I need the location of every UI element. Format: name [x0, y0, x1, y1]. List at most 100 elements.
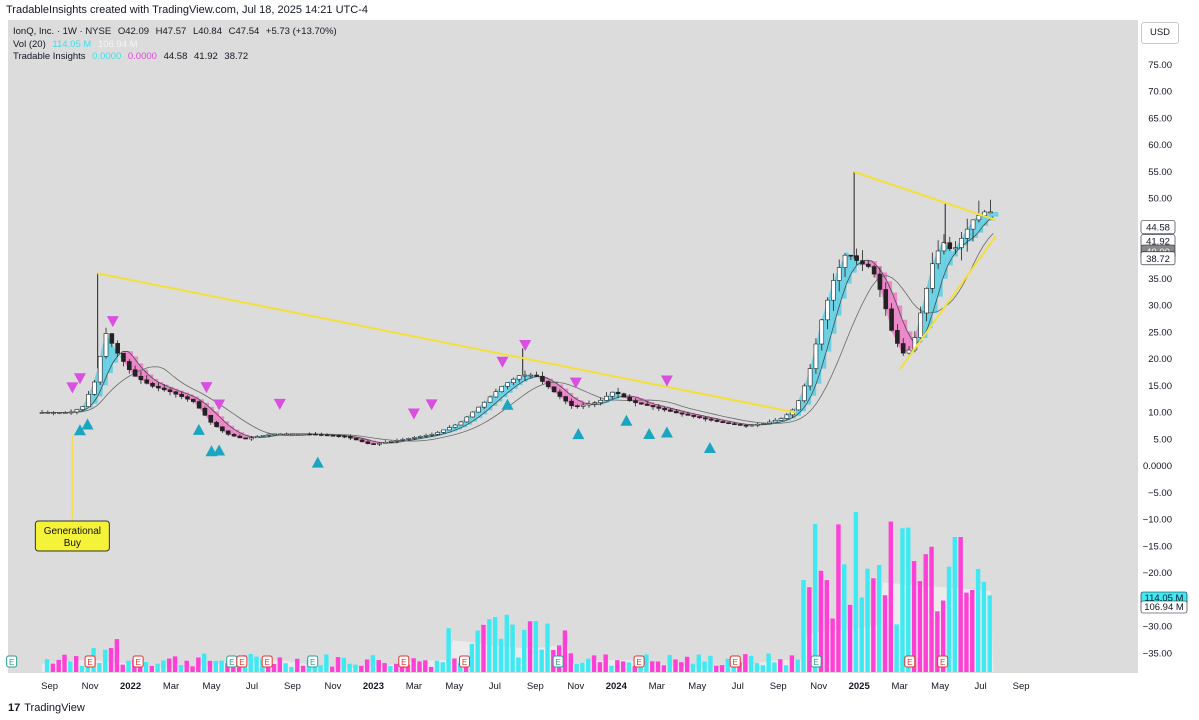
candle-body — [412, 437, 417, 439]
y-tick-label: 30.00 — [1148, 301, 1172, 312]
volume-bar — [364, 659, 370, 672]
buy-signal-marker — [703, 441, 716, 453]
y-tick-label: −35.00 — [1143, 648, 1172, 659]
currency-button[interactable]: USD — [1141, 22, 1179, 44]
candle-body — [272, 433, 278, 436]
volume-bar — [818, 570, 824, 672]
x-tick-label: Sep — [41, 681, 58, 692]
volume-bar — [283, 663, 288, 672]
candle-body — [377, 442, 382, 445]
candle-body — [854, 255, 859, 261]
volume-bar — [97, 663, 102, 672]
volume-bar — [882, 595, 888, 672]
candle-body — [319, 434, 324, 436]
candle-body — [284, 433, 289, 436]
volume-bar — [533, 621, 539, 672]
candle-body — [441, 429, 446, 433]
volume-bar — [876, 564, 882, 672]
candle-body — [220, 426, 225, 432]
volume-bar — [830, 618, 835, 672]
y-tick-label: 25.00 — [1148, 327, 1172, 338]
volume-bar — [719, 665, 725, 672]
volume-bar — [795, 659, 800, 672]
legend-symbol-row[interactable]: IonQ, Inc. · 1W · NYSE O42.09 H47.57 L40… — [13, 26, 341, 39]
candle-body — [313, 433, 318, 436]
earnings-flag — [132, 655, 144, 668]
earnings-flag — [729, 655, 741, 668]
earnings-flag-letter: E — [264, 658, 269, 667]
volume-bar — [388, 666, 393, 672]
candle-body — [464, 416, 470, 423]
volume-bar — [859, 597, 864, 672]
volume-bar — [981, 581, 987, 672]
volume-bar — [888, 521, 894, 672]
earnings-flag-letter: E — [462, 658, 467, 667]
volume-bar — [428, 666, 434, 672]
footer-brand[interactable]: 17 TradingView — [0, 697, 1199, 720]
volume-bar — [522, 629, 527, 672]
candle-body — [924, 288, 929, 314]
volume-bar — [708, 655, 713, 672]
volume-bar — [772, 662, 777, 672]
volume-bar — [807, 587, 812, 672]
volume-bar — [696, 654, 701, 672]
volume-bar — [661, 665, 667, 672]
candle-body — [895, 330, 900, 344]
volume-bar — [940, 600, 946, 672]
candle-body — [417, 436, 423, 438]
legend-indicator-v5: 38.72 — [224, 51, 249, 62]
volume-bar — [324, 654, 329, 672]
candle-body — [976, 214, 982, 221]
earnings-flag — [937, 655, 949, 668]
volume-bar — [748, 655, 754, 672]
candle-body — [185, 396, 190, 400]
candle-body — [807, 368, 813, 387]
y-tick-label: 5.00 — [1154, 434, 1173, 445]
volume-bar — [626, 662, 632, 672]
candle-body — [388, 441, 394, 443]
candle-body — [353, 437, 359, 441]
candle-body — [62, 412, 68, 414]
legend-volume-row[interactable]: Vol (20) 114.05 M 106.94 M — [13, 39, 341, 52]
x-tick-label: Jul — [246, 681, 258, 692]
candle-body — [889, 308, 894, 331]
y-tick-label: 15.00 — [1148, 381, 1172, 392]
y-tick-label: 20.00 — [1148, 354, 1172, 365]
candle-body — [691, 415, 697, 417]
legend-indicator-v4: 41.92 — [194, 51, 218, 62]
volume-bar — [137, 664, 143, 672]
volume-bar — [684, 656, 690, 672]
earnings-flag-letter: E — [135, 658, 140, 667]
x-tick-label: Sep — [770, 681, 787, 692]
volume-bar — [225, 663, 230, 672]
volume-bar — [370, 655, 376, 672]
sell-signal-marker — [200, 382, 213, 394]
candle-body — [150, 383, 155, 387]
volume-bar — [690, 663, 696, 672]
volume-bar — [126, 660, 131, 672]
buy-signal-marker — [192, 423, 205, 435]
x-tick-label: Sep — [527, 681, 544, 692]
volume-bar — [149, 665, 155, 672]
volume-bar — [946, 566, 952, 672]
candle-body — [959, 238, 964, 248]
volume-bar — [207, 660, 213, 672]
volume-bar — [178, 665, 184, 672]
volume-bar — [219, 660, 224, 672]
candle-body — [144, 379, 150, 384]
trendline — [97, 272, 797, 414]
volume-bar — [591, 655, 597, 672]
price-badge-label: 38.72 — [1146, 254, 1170, 265]
legend-indicator-label: Tradable Insights — [13, 51, 86, 62]
volume-badge-label: 114.05 M — [1145, 593, 1184, 604]
candle-body — [499, 386, 505, 393]
volume-bar — [155, 663, 160, 672]
legend-indicator-row[interactable]: Tradable Insights 0.0000 0.0000 44.58 41… — [13, 51, 341, 64]
volume-bar — [917, 581, 923, 672]
volume-bar — [731, 663, 736, 672]
chart-plot-area[interactable] — [8, 20, 1138, 673]
ma-ribbon-segment — [907, 331, 913, 351]
x-tick-label: Nov — [324, 681, 341, 692]
legend-high: H47.57 — [155, 26, 187, 37]
candle-body — [796, 400, 801, 411]
